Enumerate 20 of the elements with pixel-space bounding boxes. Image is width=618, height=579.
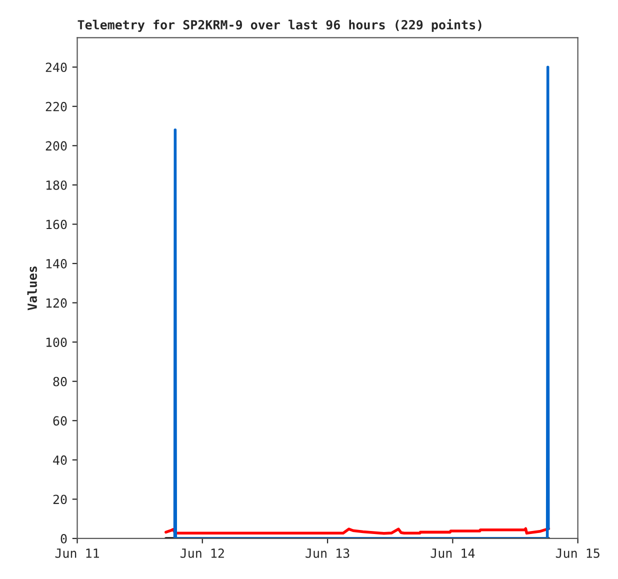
y-tick-label: 100 xyxy=(46,338,67,348)
y-tick-label: 20 xyxy=(53,494,67,504)
x-tick-label: Jun 11 xyxy=(55,548,99,558)
x-tick-label: Jun 14 xyxy=(430,548,475,558)
y-tick-label: 220 xyxy=(46,102,67,112)
y-tick-label: 60 xyxy=(53,416,67,426)
x-tick-label: Jun 12 xyxy=(180,548,224,558)
y-tick-label: 160 xyxy=(46,220,67,230)
y-tick-label: 40 xyxy=(53,455,67,465)
y-tick-label: 240 xyxy=(46,62,67,72)
y-tick-label: 180 xyxy=(46,180,67,190)
y-tick-label: 140 xyxy=(46,259,67,268)
y-tick-label: 0 xyxy=(60,534,67,544)
chart-title: Telemetry for SP2KRM-9 over last 96 hours (229 points) xyxy=(78,19,482,32)
y-axis-title: Values xyxy=(27,266,37,310)
x-tick-label: Jun 13 xyxy=(306,548,350,558)
y-tick-label: 200 xyxy=(46,141,67,151)
y-tick-label: 80 xyxy=(53,376,67,386)
x-tick-label: Jun 15 xyxy=(556,548,600,558)
y-tick-label: 120 xyxy=(46,298,67,308)
